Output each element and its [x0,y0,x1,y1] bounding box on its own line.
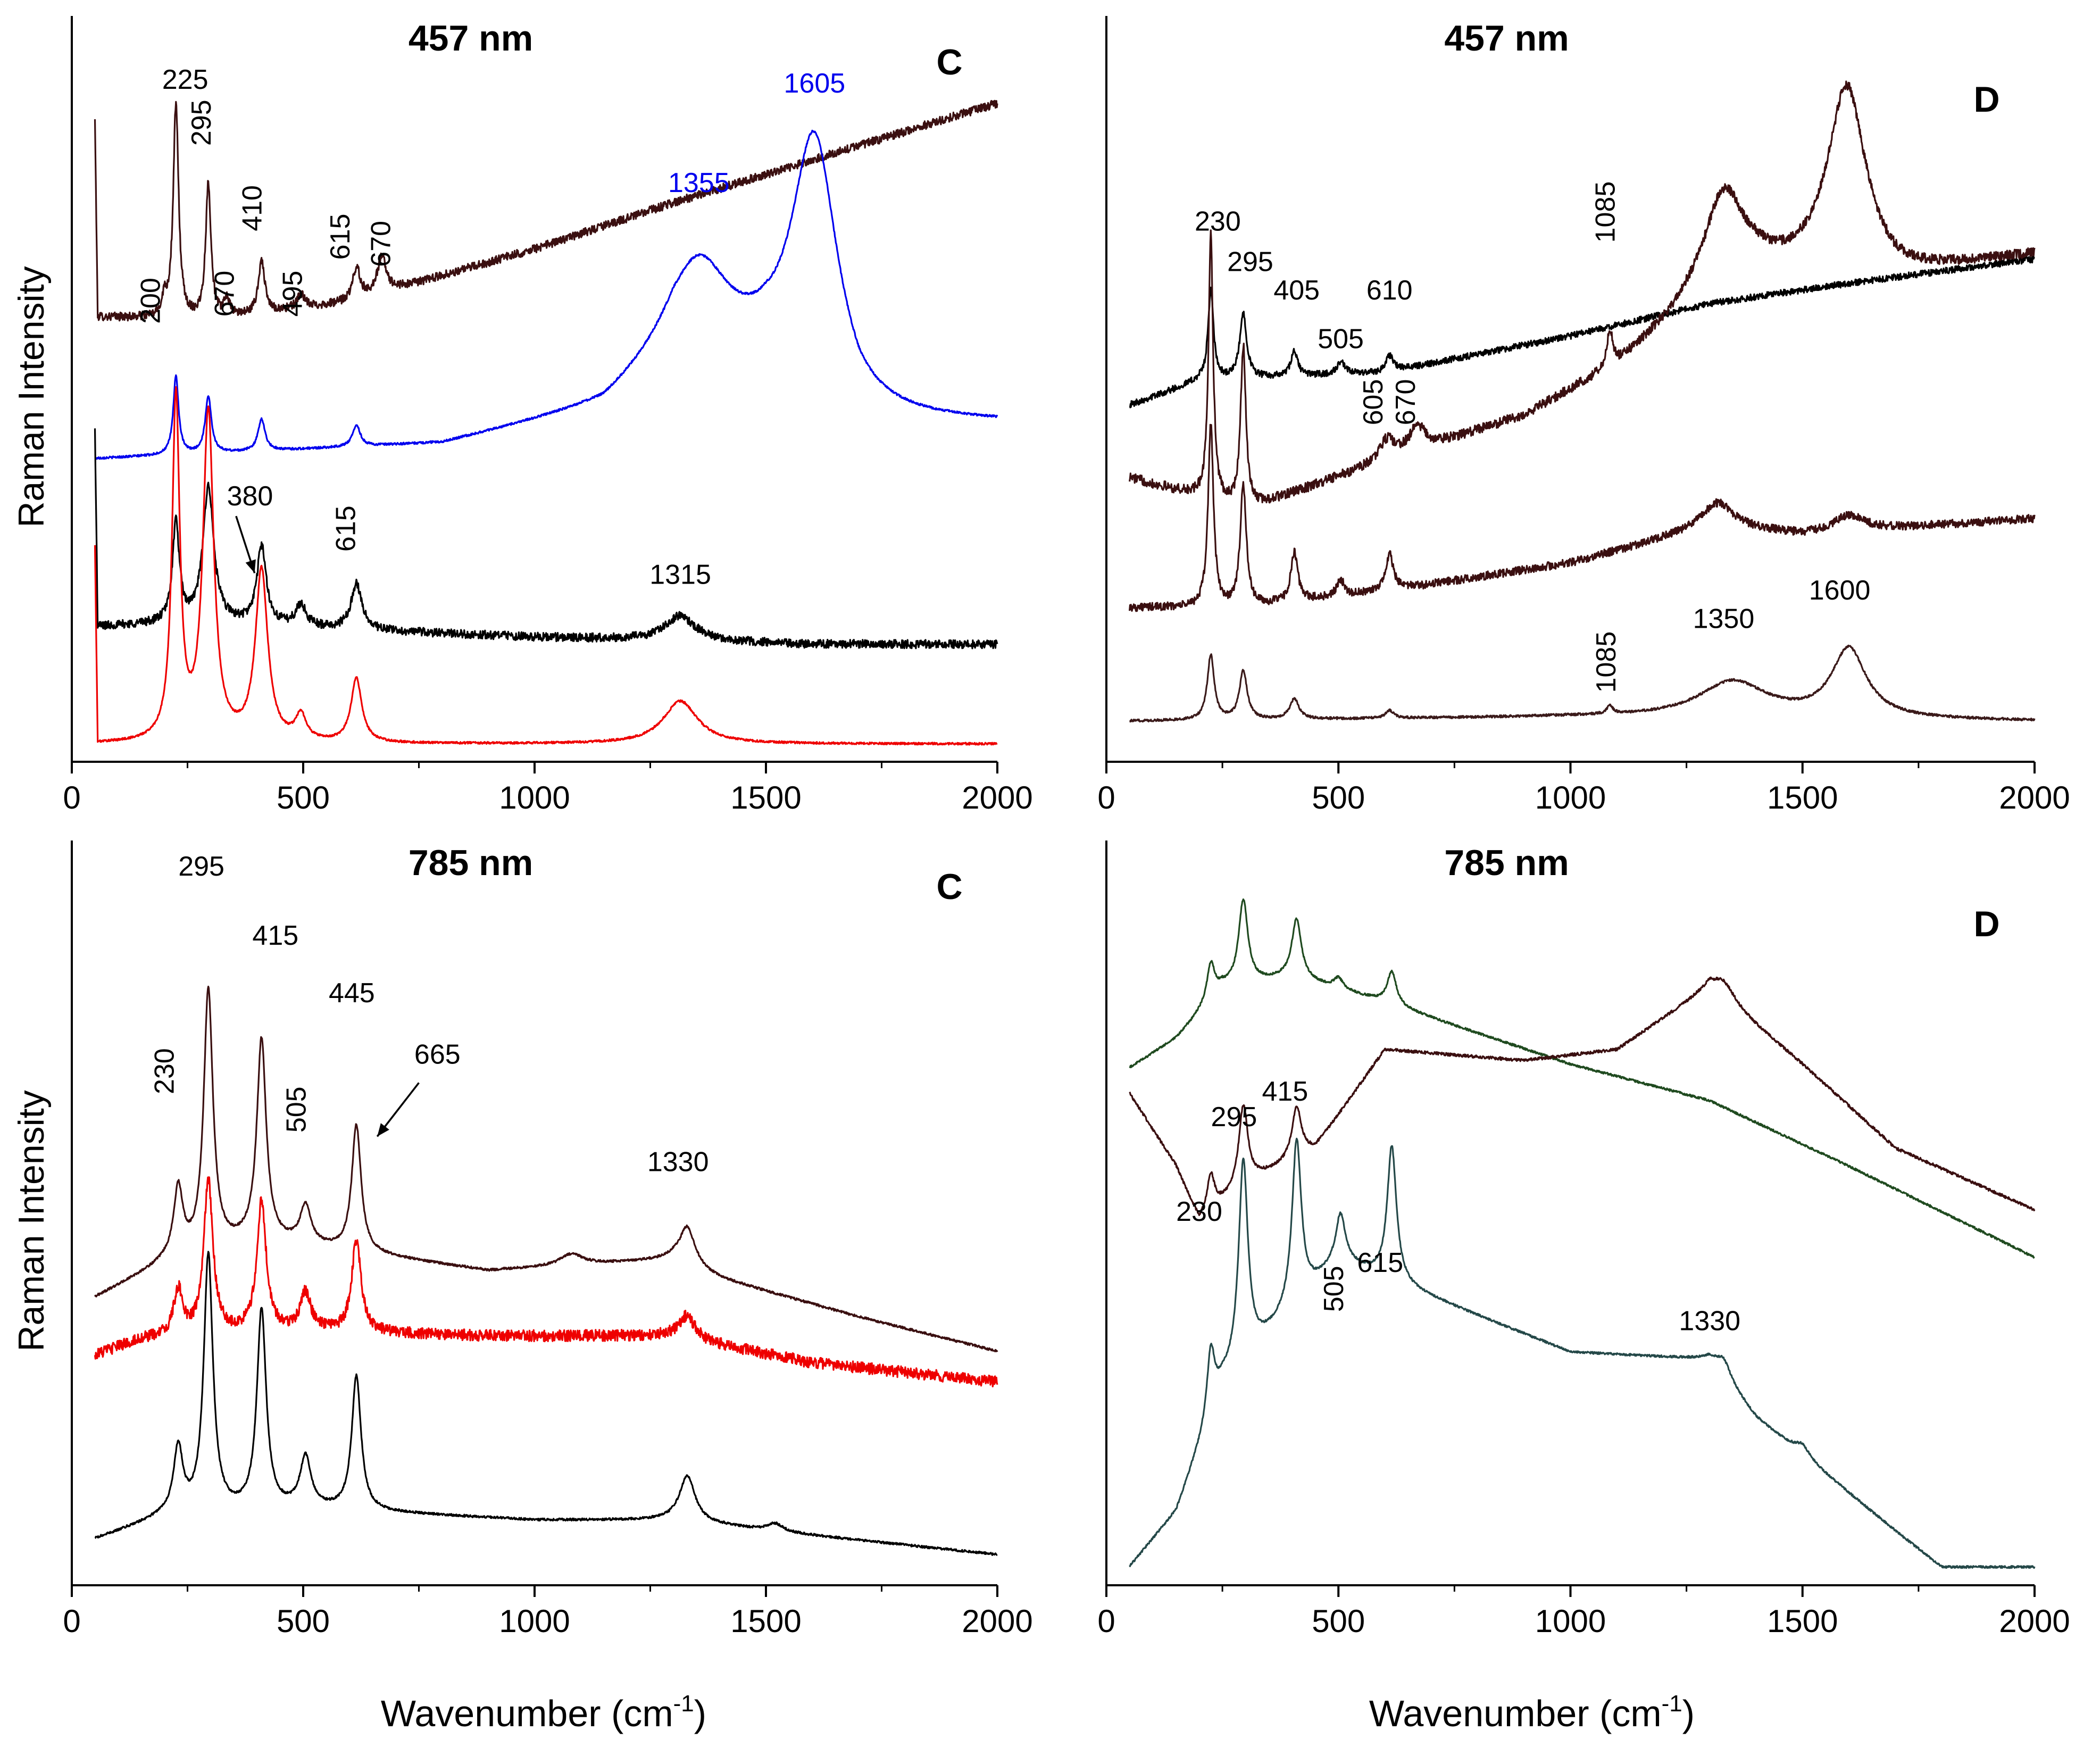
series-trace-1 [94,985,998,1352]
panel-letter: D [1973,79,1999,120]
peak-label: 505 [1319,1266,1349,1312]
x-tick-label: 2000 [1999,1603,2070,1639]
peak-label: 670 [1390,379,1421,426]
peak-label: 200 [135,278,166,324]
peak-label: 410 [237,185,268,231]
x-tick-label: 2000 [962,1603,1032,1639]
series-trace-3 [1129,423,2036,612]
series-trace-1 [1129,898,2035,1259]
series-trace-2 [94,1176,998,1387]
peak-label: 1085 [1590,181,1621,243]
x-tick-label: 500 [277,1603,330,1639]
peak-label: 1330 [647,1146,709,1177]
panel-title: 457 nm [409,18,533,59]
peak-label: 615 [325,214,356,260]
peak-label: 495 [277,271,308,317]
panel-title: 785 nm [409,843,533,883]
peak-label: 1315 [649,559,711,590]
peak-label: 1600 [1809,575,1871,606]
annotation-arrowhead [377,1123,389,1137]
peak-label: 670 [366,221,397,267]
peak-label: 1085 [1591,631,1622,693]
x-tick-label: 0 [63,780,80,816]
peak-label: 670 [210,271,240,317]
series-trace-3 [1129,1137,2036,1569]
x-tick-label: 500 [1312,1603,1365,1639]
peak-label: 505 [1318,324,1364,355]
peak-label: 225 [162,64,209,95]
peak-label: 230 [1176,1196,1222,1227]
series-trace-3 [94,1251,998,1556]
series-trace-2 [1129,976,2036,1216]
panel-title: 457 nm [1444,18,1569,59]
x-axis-labels: Wavenumber (cm-1) Wavenumber (cm-1) [381,1691,1695,1734]
peak-label: 1350 [1693,603,1755,634]
x-tick-label: 2000 [1999,780,2070,816]
panel-title: 785 nm [1444,843,1569,883]
x-tick-label: 1000 [499,1603,570,1639]
peak-label: 230 [1195,206,1241,237]
series-trace-1 [1129,255,2035,409]
peak-label: 445 [329,978,375,1009]
y-axis-label: Raman Intensity [11,266,52,527]
peak-label: 505 [281,1086,312,1133]
annotation-arrowhead [245,559,256,573]
x-axis-label-right: Wavenumber (cm-1) [1369,1691,1695,1734]
x-tick-label: 1000 [1535,1603,1606,1639]
x-tick-label: 1500 [1767,1603,1838,1639]
peak-label: 1355 [668,168,730,198]
peak-label: 295 [1211,1102,1257,1133]
peak-label: 1330 [1679,1306,1740,1337]
peak-label: 605 [1358,379,1389,426]
x-tick-label: 0 [1097,1603,1115,1639]
panel-top-left-457nm-c: 0 500 1000 1500 2000 457 nm C Raman Intensity 22… [11,16,1033,816]
peak-label: 610 [1366,275,1413,306]
peak-label: 295 [1227,247,1273,278]
x-tick-label: 1500 [730,780,801,816]
x-tick-label: 500 [277,780,330,816]
peak-label: 615 [330,505,361,552]
panel-letter: C [936,867,962,907]
peak-label: 665 [414,1039,461,1070]
series-trace-3 [94,428,998,650]
peak-label: 415 [1262,1076,1308,1107]
x-tick-label: 1000 [1535,780,1606,816]
panel-letter: C [936,42,962,82]
x-tick-label: 1500 [1767,780,1838,816]
series-trace-4 [1129,644,2036,723]
peak-label: 295 [178,851,224,882]
peak-label: 380 [227,481,273,512]
series-trace-2 [94,129,998,460]
peak-label: 405 [1273,275,1320,306]
x-tick-label: 0 [63,1603,80,1639]
x-tick-label: 500 [1312,780,1365,816]
series-trace-4 [94,386,998,746]
x-tick-label: 1000 [499,780,570,816]
series-trace-2 [1129,80,2036,504]
x-tick-label: 2000 [962,780,1032,816]
peak-label: 230 [149,1048,180,1094]
peak-label: 615 [1357,1247,1403,1278]
peak-label: 1605 [784,68,846,99]
panel-letter: D [1973,904,1999,944]
x-axis-label-left: Wavenumber (cm-1) [381,1691,706,1734]
x-tick-label: 1500 [730,1603,801,1639]
panel-bottom-left-785nm-c: 0 500 1000 1500 2000 785 nm C Raman Intensity 29… [11,841,1033,1639]
peak-label: 415 [252,920,298,951]
peak-label: 295 [186,99,217,146]
x-tick-label: 0 [1097,780,1115,816]
series-trace-1 [94,99,998,322]
y-axis-label: Raman Intensity [11,1090,52,1351]
